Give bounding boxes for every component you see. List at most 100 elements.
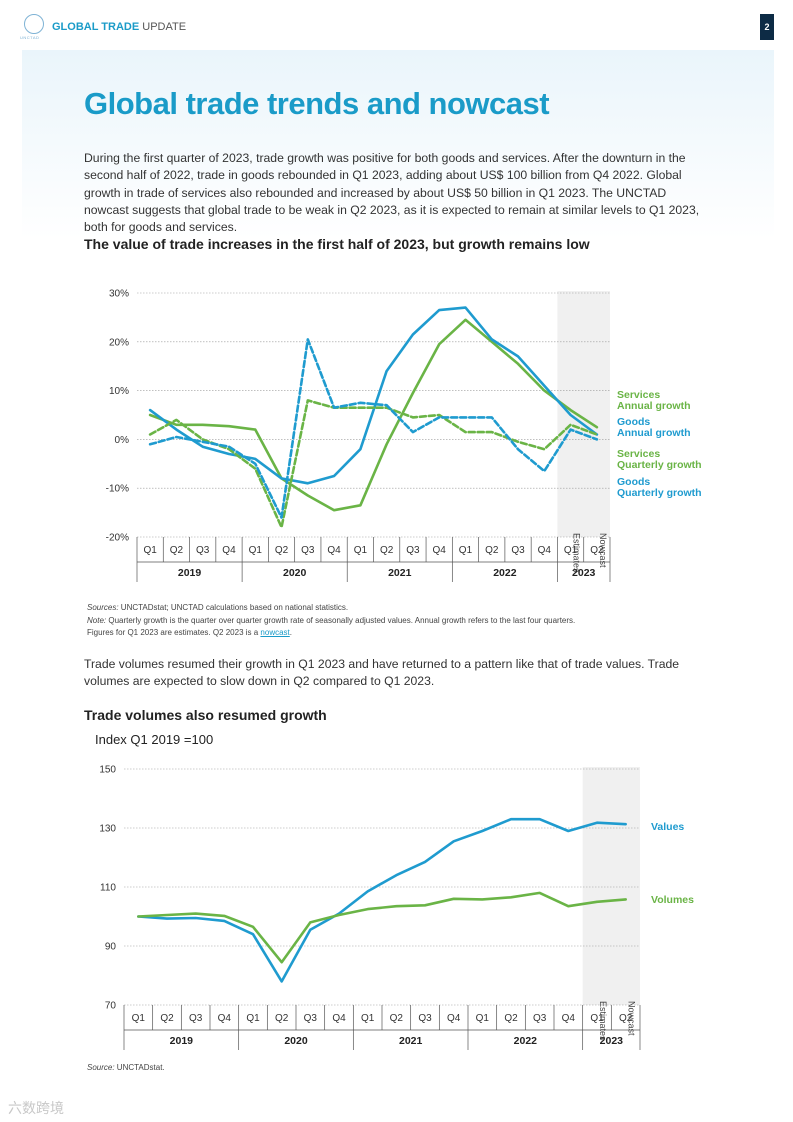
quarter-label: Q3 bbox=[511, 545, 525, 556]
shade-label: Estimates bbox=[572, 533, 582, 573]
source-label: Source: bbox=[87, 1063, 115, 1072]
quarter-label: Q2 bbox=[590, 545, 604, 556]
sources-label: Sources: bbox=[87, 603, 119, 612]
quarter-label: Q4 bbox=[332, 1013, 346, 1024]
quarter-label: Q1 bbox=[249, 545, 263, 556]
sources-text: UNCTADstat; UNCTAD calculations based on… bbox=[118, 603, 349, 612]
legend-label: Values bbox=[651, 821, 684, 833]
series-line bbox=[137, 817, 628, 983]
y-tick-label: 130 bbox=[99, 824, 116, 835]
un-emblem-icon bbox=[24, 14, 44, 34]
chart2-title: Trade volumes also resumed growth bbox=[84, 707, 327, 723]
quarter-label: Q2 bbox=[504, 1013, 518, 1024]
series-line bbox=[137, 891, 628, 964]
quarter-label: Q3 bbox=[301, 545, 315, 556]
quarter-label: Q3 bbox=[406, 545, 420, 556]
y-tick-label: 10% bbox=[109, 386, 129, 397]
quarter-label: Q4 bbox=[433, 545, 447, 556]
legend-label: Quarterly growth bbox=[617, 487, 702, 499]
quarter-label: Q1 bbox=[459, 545, 473, 556]
legend-label: Annual growth bbox=[617, 427, 691, 439]
quarter-label: Q2 bbox=[485, 545, 499, 556]
y-tick-label: 70 bbox=[105, 1001, 117, 1012]
quarter-label: Q1 bbox=[361, 1013, 375, 1024]
note-end: . bbox=[289, 628, 293, 637]
quarter-label: Q4 bbox=[538, 545, 552, 556]
logo-text: UNCTAD bbox=[20, 35, 40, 40]
legend-label: Goods bbox=[617, 416, 650, 428]
quarter-label: Q1 bbox=[590, 1013, 604, 1024]
quarter-label: Q2 bbox=[275, 1013, 289, 1024]
quarter-label: Q1 bbox=[476, 1013, 490, 1024]
source-text: UNCTADstat. bbox=[114, 1063, 165, 1072]
legend-label: Quarterly growth bbox=[617, 459, 702, 471]
nowcast-link[interactable]: nowcast bbox=[260, 628, 290, 637]
y-tick-label: 90 bbox=[105, 942, 117, 953]
note-text: Quarterly growth is the quarter over qua… bbox=[106, 615, 576, 625]
year-label: 2019 bbox=[170, 1035, 194, 1047]
estimates-text: Figures for Q1 2023 are estimates. Q2 20… bbox=[87, 628, 261, 637]
content-panel bbox=[22, 50, 774, 1102]
year-label: 2019 bbox=[178, 567, 202, 579]
estimates-shade bbox=[582, 767, 640, 1005]
intro-paragraph: During the first quarter of 2023, trade … bbox=[84, 151, 700, 235]
quarter-label: Q4 bbox=[218, 1013, 232, 1024]
shade-label: Nowcast bbox=[598, 533, 608, 568]
chart1-notes: Sources: UNCTADstat; UNCTAD calculations… bbox=[87, 602, 575, 640]
quarter-label: Q2 bbox=[380, 545, 394, 556]
y-tick-label: 150 bbox=[99, 765, 116, 776]
series-line bbox=[148, 399, 599, 529]
y-tick-label: 0% bbox=[115, 435, 130, 446]
growth-chart: 30% 20% 10% 0% -10% -20% Q1 Q2 Q3 Q4 Q1 Q2 Q3 Q4 Q1 Q2 Q… bbox=[106, 289, 702, 582]
quarter-label: Q1 bbox=[132, 1013, 146, 1024]
year-label: 2021 bbox=[399, 1035, 423, 1047]
estimates-shade bbox=[557, 291, 610, 537]
quarter-label: Q2 bbox=[619, 1013, 633, 1024]
header-title-bold: GLOBAL TRADE bbox=[52, 21, 140, 33]
y-tick-label: 20% bbox=[109, 337, 129, 348]
legend-label: Goods bbox=[617, 476, 650, 488]
quarter-label: Q3 bbox=[189, 1013, 203, 1024]
watermark: 六数跨境 bbox=[8, 1100, 64, 1116]
legend-label: Services bbox=[617, 389, 660, 401]
page-number: 2 bbox=[760, 14, 774, 40]
quarter-label: Q2 bbox=[160, 1013, 174, 1024]
year-label: 2023 bbox=[572, 567, 596, 579]
shade-label: Estimates bbox=[598, 1001, 608, 1041]
quarter-label: Q1 bbox=[143, 545, 157, 556]
y-tick-label: -20% bbox=[106, 533, 129, 544]
page-header: UNCTAD GLOBAL TRADE UPDATE 2 bbox=[0, 0, 793, 48]
chart1-title: The value of trade increases in the firs… bbox=[84, 236, 590, 252]
header-title-light: UPDATE bbox=[139, 21, 187, 33]
year-label: 2020 bbox=[283, 567, 307, 579]
quarter-label: Q1 bbox=[564, 545, 578, 556]
quarter-label: Q2 bbox=[170, 545, 184, 556]
year-label: 2020 bbox=[284, 1035, 308, 1047]
y-tick-label: 30% bbox=[109, 289, 129, 300]
quarter-label: Q4 bbox=[562, 1013, 576, 1024]
chart2-notes: Source: UNCTADstat. bbox=[87, 1062, 165, 1075]
y-tick-label: 110 bbox=[100, 883, 116, 894]
quarter-label: Q3 bbox=[418, 1013, 432, 1024]
legend-label: Annual growth bbox=[617, 400, 691, 412]
quarter-label: Q2 bbox=[275, 545, 289, 556]
quarter-label: Q2 bbox=[390, 1013, 404, 1024]
y-tick-label: -10% bbox=[106, 484, 129, 495]
quarter-label: Q4 bbox=[222, 545, 236, 556]
year-label: 2022 bbox=[493, 567, 517, 579]
quarter-label: Q3 bbox=[196, 545, 210, 556]
volumes-chart: 150 130 110 90 70 Q1 Q2 Q3 Q4 Q1 Q2 Q3 Q4 Q1 Q2 Q3 Q4 Q1 Q… bbox=[99, 765, 694, 1050]
quarter-label: Q4 bbox=[327, 545, 341, 556]
quarter-label: Q3 bbox=[533, 1013, 547, 1024]
year-label: 2022 bbox=[514, 1035, 538, 1047]
quarter-label: Q1 bbox=[354, 545, 368, 556]
note-label: Note: bbox=[87, 615, 107, 625]
series-line bbox=[148, 318, 599, 512]
page-title: Global trade trends and nowcast bbox=[84, 86, 550, 121]
legend-label: Volumes bbox=[651, 894, 694, 906]
quarter-label: Q1 bbox=[246, 1013, 260, 1024]
quarter-label: Q3 bbox=[304, 1013, 318, 1024]
volumes-paragraph: Trade volumes resumed their growth in Q1… bbox=[84, 657, 680, 689]
series-line bbox=[148, 306, 599, 485]
header-title: GLOBAL TRADE UPDATE bbox=[52, 21, 186, 33]
